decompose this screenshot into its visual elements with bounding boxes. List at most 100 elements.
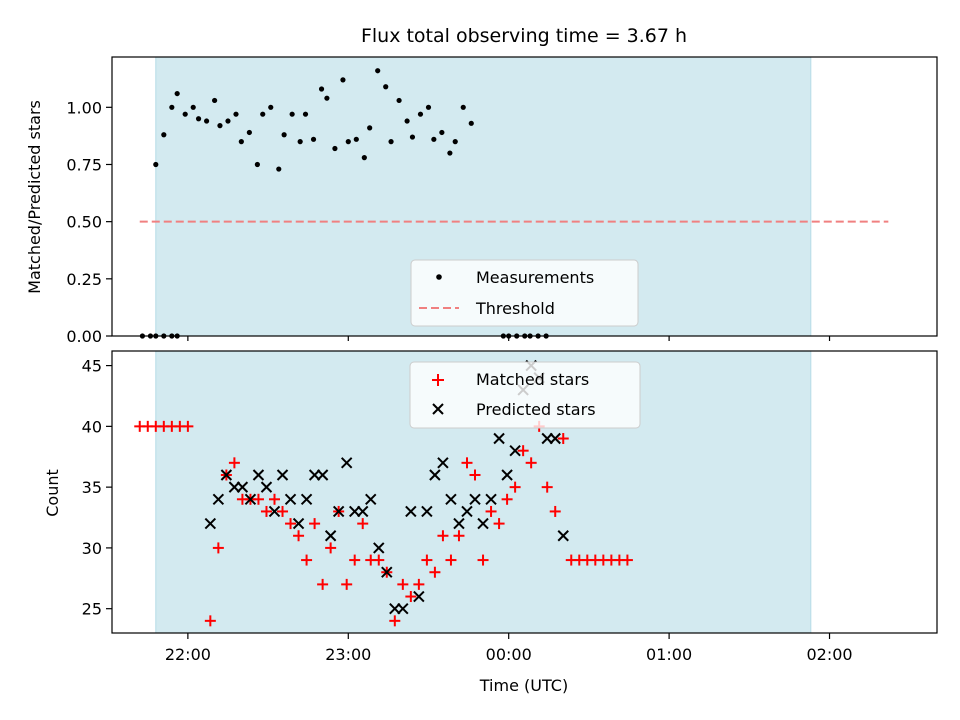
bottom-y-tick-label: 40	[82, 417, 102, 436]
measurement-point	[340, 77, 346, 83]
predicted-star-point	[220, 469, 233, 481]
predicted-star-point	[509, 444, 521, 457]
matched-star-point	[509, 481, 521, 493]
matched-star-point	[182, 420, 194, 432]
predicted-star-point	[421, 505, 433, 518]
predicted-star-point	[501, 469, 513, 481]
matched-star-point	[212, 542, 224, 554]
top-y-ticks: 0.00 0.25 0.50 0.75 1.00	[66, 98, 112, 346]
predicted-star-point	[381, 566, 393, 578]
matched-star-point	[309, 518, 321, 530]
matched-star-point	[301, 554, 313, 566]
matched-star-point	[341, 578, 353, 590]
top-y-tick-label: 0.75	[66, 155, 102, 174]
measurement-point	[182, 111, 188, 117]
top-x-ticks	[187, 336, 831, 341]
measurement-point	[260, 111, 266, 117]
predicted-star-point	[405, 505, 417, 518]
legend-matched-label: Matched stars	[476, 370, 589, 389]
predicted-star-point	[284, 493, 297, 506]
measurement-point	[409, 134, 416, 140]
matched-star-point	[421, 554, 433, 566]
measurement-point	[310, 136, 317, 142]
predicted-star-point	[212, 493, 225, 506]
matched-star-point	[453, 530, 465, 542]
predicted-star-point	[429, 469, 441, 481]
measurement-point	[233, 111, 239, 117]
bottom-y-ticks: 25 30 35 40 45	[82, 357, 112, 619]
bottom-legend: Matched stars Predicted stars	[409, 361, 641, 429]
measurement-point	[217, 123, 223, 129]
measurement-point	[447, 150, 453, 156]
predicted-star-point	[292, 517, 305, 530]
predicted-star-point	[300, 493, 313, 506]
chart-title: Flux total observing time = 3.67 h	[361, 25, 687, 47]
matched-star-point	[501, 493, 513, 505]
predicted-star-point	[365, 493, 377, 506]
measurement-point	[452, 139, 458, 145]
matched-star-point	[204, 615, 216, 627]
measurement-point	[238, 139, 244, 145]
measurement-point	[169, 104, 175, 110]
measurement-point	[404, 118, 410, 124]
matched-star-point	[549, 505, 561, 517]
top-y-tick-label: 1.00	[66, 98, 102, 117]
matched-star-point	[397, 578, 409, 590]
bottom-legend-box	[409, 361, 641, 429]
top-axes-frame	[111, 56, 938, 337]
predicted-star-point	[236, 481, 249, 493]
matched-star-point	[293, 530, 305, 542]
x-tick-label: 02:00	[806, 645, 852, 664]
predicted-star-point	[373, 542, 385, 554]
predicted-star-point	[260, 481, 273, 493]
bottom-y-tick-label: 35	[82, 478, 102, 497]
top-legend-box	[410, 259, 639, 327]
legend-matched-marker	[432, 374, 444, 386]
matched-star-point	[277, 505, 289, 517]
matched-star-point	[437, 530, 449, 542]
measurement-point	[425, 104, 432, 110]
measurement-point	[246, 129, 252, 136]
predicted-star-point	[469, 493, 481, 506]
matched-star-point	[541, 481, 553, 493]
predicted-star-point	[493, 432, 505, 445]
predicted-star-point	[268, 505, 281, 518]
predicted-star-point	[453, 517, 465, 530]
predicted-star-point	[357, 505, 369, 518]
matched-star-point	[260, 505, 272, 517]
measurement-point	[361, 155, 367, 161]
predicted-star-point	[461, 505, 473, 518]
bottom-y-tick-label: 25	[82, 600, 102, 619]
legend-threshold-label: Threshold	[475, 299, 555, 318]
measurement-point	[345, 139, 351, 145]
x-axis-label: Time (UTC)	[479, 676, 568, 695]
bottom-y-tick-label: 45	[82, 357, 102, 376]
predicted-star-point	[316, 469, 329, 481]
legend-measurements-marker	[436, 274, 442, 280]
matched-star-point	[349, 554, 361, 566]
matched-star-point	[621, 554, 633, 566]
x-tick-label: 01:00	[646, 645, 692, 664]
x-tick-label: 23:00	[325, 645, 371, 664]
predicted-star-point	[397, 602, 409, 615]
top-panel: 0.00 0.25 0.50 0.75 1.00 Flux total observin…	[25, 25, 938, 346]
matched-star-point	[461, 457, 473, 469]
measurement-point	[225, 118, 231, 124]
measurement-point	[388, 139, 394, 145]
predicted-star-point	[340, 457, 353, 469]
measurement-point	[431, 136, 437, 142]
matched-star-point	[389, 615, 401, 627]
matched-star-point	[413, 578, 425, 590]
measurement-point	[174, 90, 180, 97]
measurement-point	[281, 132, 287, 138]
measurement-point	[460, 104, 466, 110]
measurement-point	[153, 161, 159, 168]
matched-star-point	[228, 457, 240, 469]
measurement-point	[212, 97, 218, 104]
top-legend: Measurements Threshold	[410, 259, 639, 327]
predicted-star-point	[557, 530, 569, 542]
measurement-point	[417, 111, 424, 117]
measurement-point	[324, 95, 330, 101]
matched-star-point	[268, 493, 280, 505]
top-y-tick-label: 0.00	[66, 327, 102, 346]
